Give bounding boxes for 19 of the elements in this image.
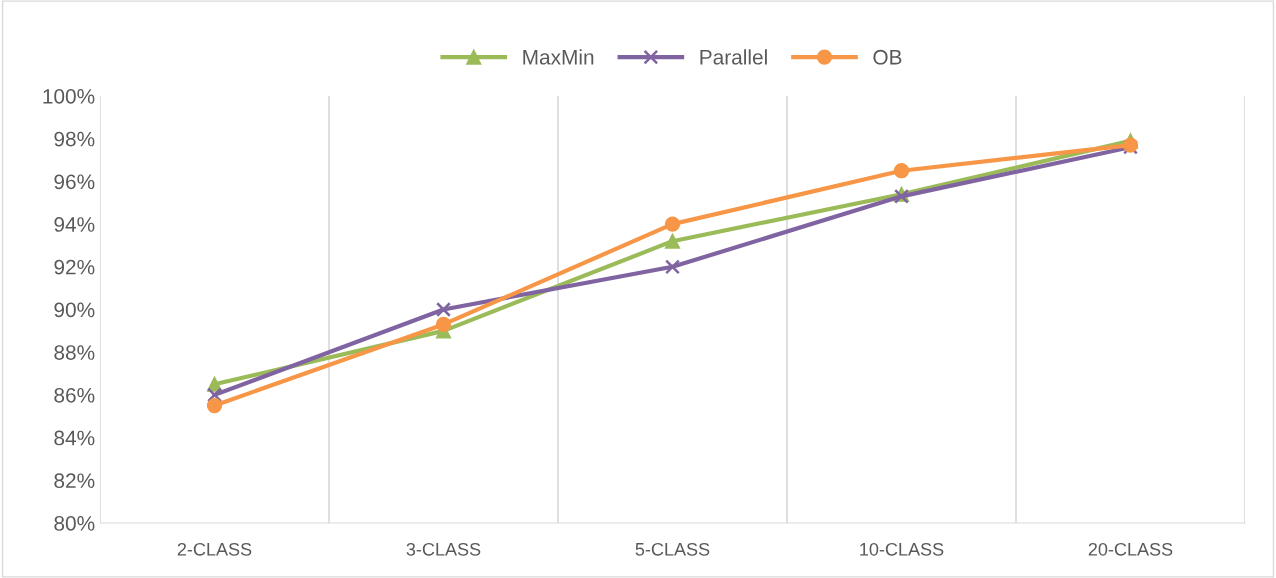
x-tick-label: 20-CLASS: [1088, 542, 1173, 556]
y-tick-label: 86%: [54, 387, 95, 403]
x-tick-label: 10-CLASS: [860, 542, 944, 556]
legend-label: Parallel: [700, 49, 767, 65]
x-tick-label: 2-CLASS: [177, 542, 252, 556]
x-tick-label: 5-CLASS: [635, 542, 710, 556]
legend-label: OB: [873, 49, 902, 65]
y-tick-label: 80%: [54, 516, 95, 531]
y-tick-label: 90%: [54, 302, 95, 318]
legend-label: MaxMin: [523, 49, 594, 65]
y-tick-label: 88%: [54, 345, 95, 360]
y-tick-label: 94%: [54, 217, 95, 232]
y-tick-label: 96%: [54, 174, 95, 190]
y-tick-label: 82%: [54, 473, 95, 489]
y-tick-label: 84%: [54, 430, 95, 446]
x-tick-label: 3-CLASS: [406, 542, 481, 556]
y-tick-label: 100%: [43, 89, 95, 104]
y-tick-label: 92%: [54, 259, 95, 275]
y-tick-label: 98%: [54, 131, 95, 147]
